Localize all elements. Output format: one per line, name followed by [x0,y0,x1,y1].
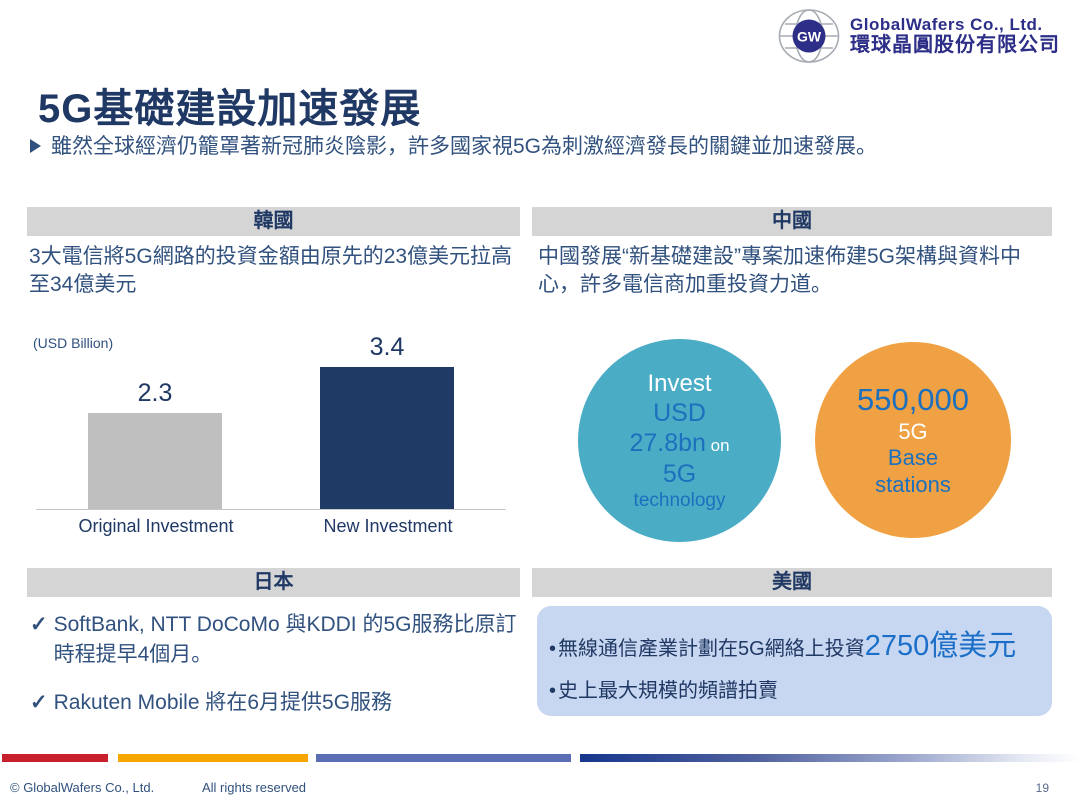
usa-highlight-box: • 無線通信產業計劃在5G網絡上投資 2750億美元 • 史上最大規模的頻譜拍賣 [537,606,1052,716]
korea-body-text: 3大電信將5G網路的投資金額由原先的23億美元拉高至34億美元 [29,245,513,296]
section-header-usa: 美國 [532,568,1052,597]
list-item: • 無線通信產業計劃在5G網絡上投資 2750億美元 [549,622,1042,664]
china-body-text: 中國發展“新基礎建設”專案加速佈建5G架構與資料中心，許多電信商加重投資力道。 [538,245,1021,296]
invest-circle-line: USD [653,398,706,427]
intro-bullet-line: 雖然全球經濟仍籠罩著新冠肺炎陰影，許多國家視5G為刺激經濟發長的關鍵並加速發展。 [30,130,1050,160]
list-item: • 史上最大規模的頻譜拍賣 [549,674,1042,703]
page-title: 5G基礎建設加速發展 [38,87,422,131]
company-logo: GW GlobalWafers Co., Ltd. 環球晶圓股份有限公司 [778,8,1060,64]
invest-circle-suffix: on [705,436,730,456]
logo-initials: GW [797,29,822,45]
japan-item-text: Rakuten Mobile 將在6月提供5G服務 [53,690,393,714]
company-name-zh: 環球晶圓股份有限公司 [850,34,1060,57]
company-name-en: GlobalWafers Co., Ltd. [850,14,1043,34]
chart-unit-label: (USD Billion) [33,335,114,351]
stations-circle-line: stations [875,472,951,498]
footer-rights: All rights reserved [202,780,307,795]
section-header-japan: 日本 [27,568,520,597]
arrow-bullet-icon [30,139,41,153]
footer-copyright: © GlobalWafers Co., Ltd. [10,780,155,795]
footer-stripe-red [2,754,108,762]
bar-value-label: 3.4 [369,333,405,361]
original-investment-bar [88,412,222,509]
globe-logo-icon: GW [778,9,840,63]
japan-item-text: SoftBank, NTT DoCoMo 與KDDI 的5G服務比原訂時程提早4… [53,613,517,667]
invest-circle-line: Invest [647,369,712,397]
korea-investment-bar-chart: (USD Billion) 2.3 3.4 Original Investmen… [28,332,510,546]
chart-baseline [36,509,506,510]
footer-stripe-orange [118,754,308,762]
bullet-dot-icon: • [549,680,557,702]
stations-circle-line: Base [887,445,939,471]
china-invest-circle: Invest USD 27.8bn on 5G technology [578,339,781,542]
intro-text: 雖然全球經濟仍籠罩著新冠肺炎陰影，許多國家視5G為刺激經濟發長的關鍵並加速發展。 [51,135,878,158]
usa-investment-amount: 2750億美元 [864,630,1017,662]
page-number: 19 [1035,781,1049,795]
usa-item-text: 史上最大規模的頻譜拍賣 [558,680,779,702]
bar-value-label: 2.3 [137,378,173,407]
list-item: ✓ Rakuten Mobile 將在6月提供5G服務 [30,688,522,718]
footer-stripe-navy-gradient [580,754,1080,762]
invest-circle-line: 5G [662,459,697,488]
usa-item-text: 無線通信產業計劃在5G網絡上投資 [558,638,865,660]
section-header-china: 中國 [532,207,1052,236]
footer-stripe-slate [316,754,571,762]
invest-circle-line: technology [633,490,726,512]
stations-circle-line: 550,000 [856,381,970,417]
list-item: ✓ SoftBank, NTT DoCoMo 與KDDI 的5G服務比原訂時程提… [30,610,522,671]
check-icon: ✓ [30,613,48,636]
bullet-dot-icon: • [549,638,557,660]
check-icon: ✓ [30,690,48,714]
bar-category-label: New Investment [323,516,453,536]
japan-item-list: ✓ SoftBank, NTT DoCoMo 與KDDI 的5G服務比原訂時程提… [30,610,522,735]
invest-circle-line: 27.8bn on [629,429,730,458]
new-investment-bar [320,367,454,509]
china-base-stations-circle: 550,000 5G Base stations [815,342,1011,538]
bar-category-label: Original Investment [78,516,234,536]
stations-circle-line: 5G [898,418,928,444]
section-header-korea: 韓國 [27,207,520,236]
